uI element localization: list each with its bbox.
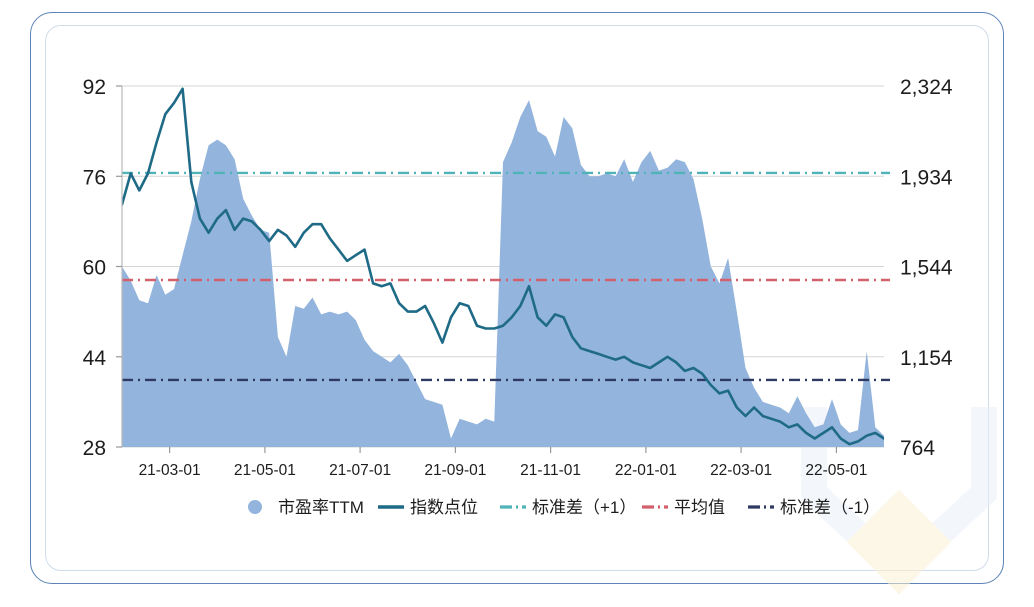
left-axis-tick-label: 44 [83,347,107,370]
legend-label: 平均值 [674,498,725,517]
x-axis-tick-label: 21-07-01 [329,462,391,479]
legend-item[interactable]: 指数点位 [378,498,478,517]
legend-item[interactable]: 标准差（+1） [500,498,636,517]
legend-label: 市盈率TTM [278,498,364,517]
legend-label: 指数点位 [410,498,478,517]
index-points-line [122,87,884,446]
x-axis-tick-label: 22-03-01 [710,462,772,479]
axis-lines [116,85,838,453]
index-points-line-series [122,87,884,446]
right-axis-tick-label: 1,544 [900,257,953,280]
right-axis-tick-label: 1,154 [900,347,953,370]
legend-item[interactable]: 标准差（-1） [748,498,880,517]
reference-lines [122,171,890,382]
left-axis-tick-label: 92 [83,76,106,99]
chart-legend: 市盈率TTM 指数点位 标准差（+1） 平均值 标准差（-1） [248,498,880,517]
left-axis-tick-label: 76 [83,166,106,189]
pe-ratio-area [122,100,884,447]
left-axis-tick-labels: 92 76 60 44 28 [83,76,107,460]
right-axis-tick-labels: 2,324 1,934 1,544 1,154 764 [900,76,953,460]
legend-item[interactable]: 市盈率TTM [248,498,364,517]
x-axis-tick-label: 22-05-01 [805,462,867,479]
legend-label: 标准差（+1） [532,498,636,517]
left-axis-tick-label: 60 [83,257,106,280]
pe-ratio-area-series [122,100,884,447]
legend-circle-marker [248,500,262,514]
x-axis-tick-labels: 21-03-01 21-05-01 21-07-01 21-09-01 21-11-01… [139,462,868,479]
right-axis-tick-label: 764 [900,437,935,460]
x-axis-tick-label: 21-11-01 [520,462,581,479]
x-axis-tick-label: 21-05-01 [234,462,296,479]
chart-card-inner-border [45,25,989,571]
right-axis-tick-label: 2,324 [900,76,953,99]
left-axis-tick-label: 28 [83,437,106,460]
x-axis-tick-label: 21-03-01 [139,462,201,479]
legend-item[interactable]: 平均值 [642,498,725,517]
right-axis-tick-label: 1,934 [900,166,953,189]
x-axis-tick-label: 21-09-01 [424,462,486,479]
legend-label: 标准差（-1） [780,498,880,517]
x-axis-tick-label: 22-01-01 [615,462,677,479]
